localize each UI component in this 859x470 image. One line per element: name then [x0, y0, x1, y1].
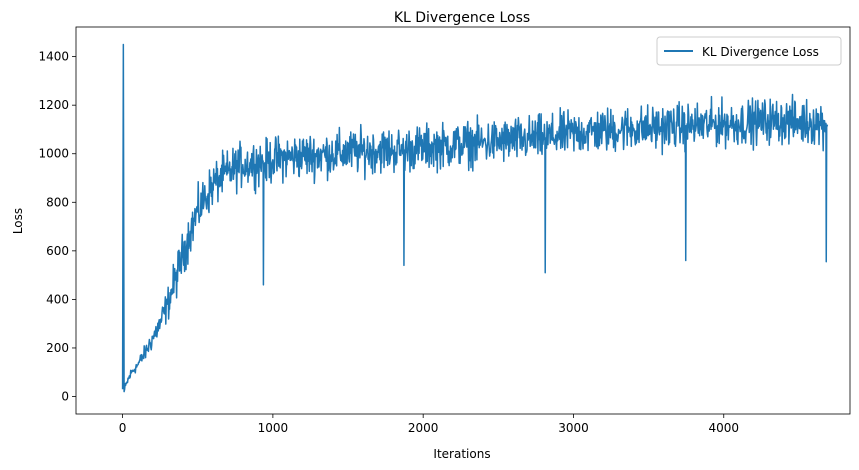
- legend-box: [656, 36, 842, 66]
- y-tick-label: 400: [46, 292, 69, 306]
- x-axis-label: Iterations: [433, 447, 490, 461]
- y-axis: 0 200 400 600 800 1000 1200 1400: [38, 50, 76, 404]
- x-tick-label: 3000: [558, 421, 589, 435]
- y-tick-label: 1000: [38, 147, 69, 161]
- x-tick-label: 0: [119, 421, 127, 435]
- legend: KL Divergence Loss: [656, 36, 842, 66]
- x-tick-label: 2000: [408, 421, 439, 435]
- plot-frame: [75, 26, 851, 415]
- series-layer: [121, 43, 829, 393]
- y-tick-label: 600: [46, 244, 69, 258]
- x-axis: 0 1000 2000 3000 4000: [119, 414, 739, 435]
- chart-title: KL Divergence Loss: [394, 10, 530, 26]
- y-tick-label: 800: [46, 195, 69, 209]
- plot-area: [76, 27, 850, 414]
- y-tick-label: 1400: [38, 50, 69, 64]
- series-line: [121, 43, 829, 393]
- y-tick-label: 200: [46, 341, 69, 355]
- x-tick-label: 4000: [708, 421, 739, 435]
- legend-label: KL Divergence Loss: [702, 45, 819, 59]
- y-tick-label: 0: [61, 390, 69, 404]
- y-tick-label: 1200: [38, 98, 69, 112]
- x-tick-label: 1000: [258, 421, 289, 435]
- y-axis-label: Loss: [11, 208, 25, 234]
